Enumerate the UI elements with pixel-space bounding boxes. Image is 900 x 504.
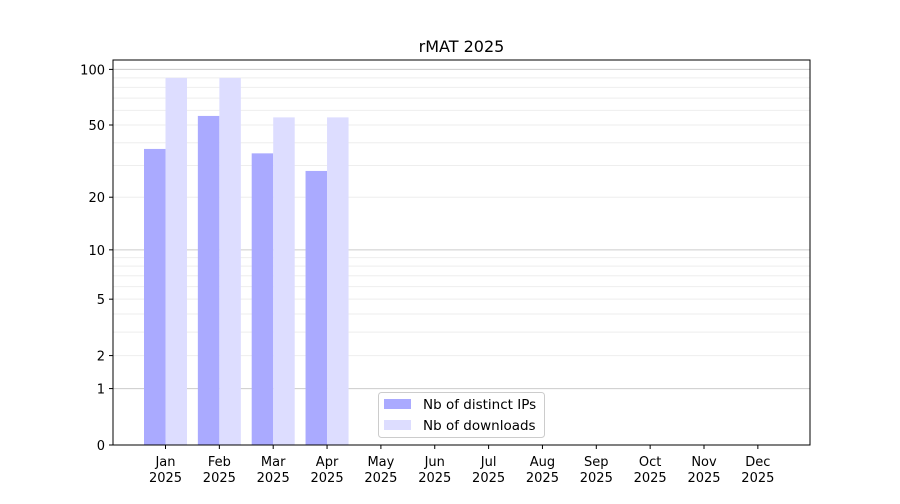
x-tick-label: 2025 (526, 471, 559, 486)
legend-frame (378, 392, 545, 438)
y-tick-label: 2 (97, 350, 105, 365)
legend-swatch-downloads (384, 420, 411, 430)
legend: Nb of distinct IPs Nb of downloads (378, 392, 545, 438)
y-tick-label: 5 (97, 293, 105, 308)
x-tick-label: Jan (154, 455, 175, 470)
bar-distinct-ips (305, 170, 328, 446)
x-tick-label: Jul (480, 455, 497, 470)
legend-label-ips: Nb of distinct IPs (423, 397, 536, 413)
y-tick-label: 0 (97, 439, 105, 454)
x-tick-label: May (367, 455, 394, 470)
bar-downloads (219, 77, 241, 445)
bars (144, 77, 349, 446)
x-tick-label: 2025 (418, 471, 451, 486)
bar-distinct-ips (251, 153, 274, 445)
legend-label-downloads: Nb of downloads (423, 418, 536, 434)
bar-downloads (273, 117, 295, 446)
y-tick-label: 50 (88, 119, 105, 134)
x-tick-label: 2025 (634, 471, 667, 486)
y-tick-label: 10 (88, 244, 105, 259)
x-tick-label: Apr (316, 455, 339, 470)
x-tick-label: 2025 (472, 471, 505, 486)
x-tick-label: 2025 (741, 471, 774, 486)
y-tick-label: 20 (88, 191, 105, 206)
chart-title: rMAT 2025 (419, 37, 505, 56)
x-tick-label: 2025 (580, 471, 613, 486)
bar-downloads (327, 117, 349, 446)
bar-downloads (165, 77, 187, 445)
x-tick-label: 2025 (687, 471, 720, 486)
x-tick-label: 2025 (149, 471, 182, 486)
x-tick-label: Jun (424, 455, 445, 470)
y-tick-label: 1 (97, 383, 105, 398)
x-axis: Jan2025Feb2025Mar2025Apr2025May2025Jun20… (149, 445, 774, 486)
x-tick-label: 2025 (364, 471, 397, 486)
x-tick-label: 2025 (257, 471, 290, 486)
plot-frame (112, 59, 811, 446)
bar-distinct-ips (197, 115, 220, 446)
x-tick-label: Oct (639, 455, 661, 470)
x-tick-label: Sep (584, 455, 609, 470)
legend-swatch-ips (384, 399, 411, 409)
x-tick-label: 2025 (311, 471, 344, 486)
x-tick-label: 2025 (203, 471, 236, 486)
x-tick-label: Mar (261, 455, 286, 470)
x-tick-label: Feb (208, 455, 231, 470)
x-tick-label: Aug (530, 455, 555, 470)
x-tick-label: Nov (691, 455, 717, 470)
y-tick-label: 100 (80, 63, 105, 78)
y-axis: 0 1 2 5 10 20 50 100 (80, 63, 113, 454)
bar-distinct-ips (144, 148, 166, 445)
x-tick-label: Dec (745, 455, 770, 470)
